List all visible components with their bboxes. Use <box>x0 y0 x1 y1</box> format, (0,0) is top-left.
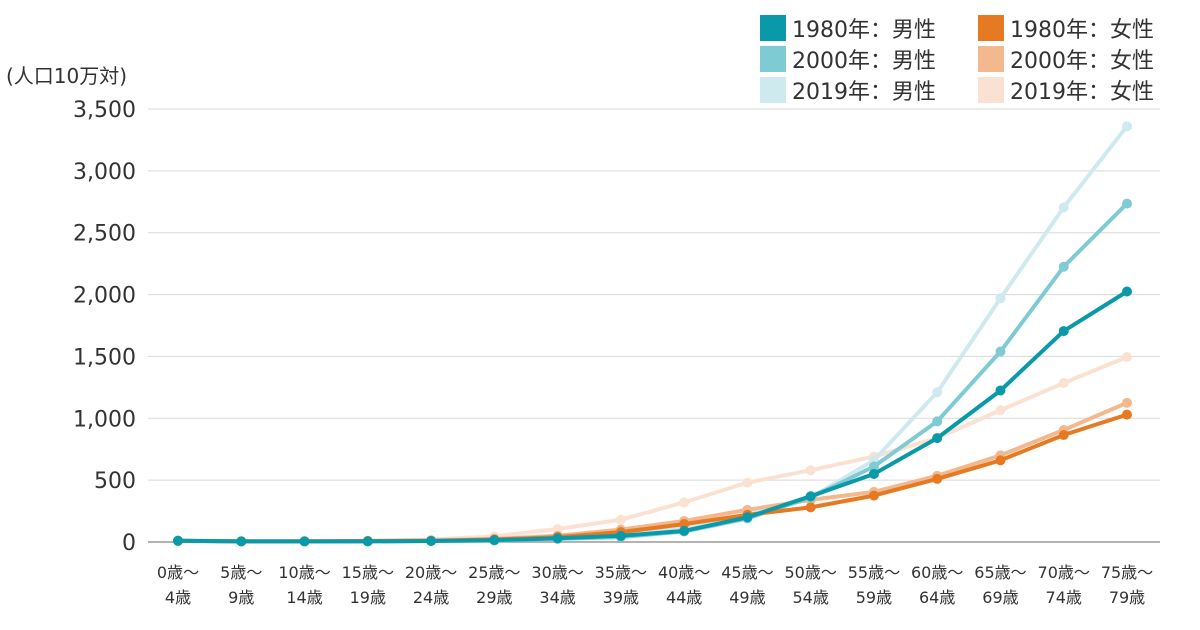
series-2 <box>173 121 1132 547</box>
legend-swatch <box>760 77 786 103</box>
legend-label: 2000年：女性 <box>1010 49 1154 74</box>
data-point <box>805 465 816 476</box>
y-axis-unit-label: (人口10万対) <box>6 64 128 88</box>
legend-label: 2019年：男性 <box>792 80 936 105</box>
x-tick-label: 70歳～ 74歳 <box>1038 563 1090 607</box>
data-point <box>995 293 1006 304</box>
data-point <box>552 533 563 544</box>
data-point <box>995 385 1006 396</box>
x-tick-label: 5歳～ 9歳 <box>220 563 262 607</box>
data-point <box>995 405 1006 416</box>
x-tick-label: 30歳～ 34歳 <box>531 563 583 607</box>
y-tick-label: 1,000 <box>73 407 136 432</box>
data-point <box>932 416 943 427</box>
series-line <box>176 124 1129 544</box>
x-tick-label: 65歳～ 69歳 <box>974 563 1026 607</box>
data-point <box>805 491 816 502</box>
x-tick-label: 25歳～ 29歳 <box>468 563 520 607</box>
data-point <box>1122 286 1132 297</box>
series-line <box>176 201 1129 544</box>
data-series <box>173 121 1132 547</box>
y-tick-label: 500 <box>94 469 136 494</box>
data-point <box>679 497 690 508</box>
data-point <box>1122 409 1132 420</box>
series-line <box>176 355 1129 544</box>
series-line <box>176 400 1129 544</box>
legend-item-1980-female: 1980年：女性 <box>978 12 1154 44</box>
legend-label: 2000年：男性 <box>792 49 936 74</box>
data-point <box>932 433 943 444</box>
gridlines <box>148 108 1160 543</box>
legend-label: 1980年：男性 <box>792 18 936 43</box>
legend-item-2000-female: 2000年：女性 <box>978 43 1154 75</box>
data-point <box>236 536 247 547</box>
data-point <box>299 536 310 547</box>
legend-item-2019-male: 2019年：男性 <box>760 74 936 106</box>
legend-swatch <box>978 46 1004 72</box>
data-point <box>868 461 879 472</box>
data-point <box>615 530 626 541</box>
data-point <box>1122 121 1132 132</box>
series-5 <box>173 352 1132 547</box>
x-tick-label: 40歳～ 44歳 <box>658 563 710 607</box>
data-point <box>426 536 437 547</box>
data-point <box>742 477 753 488</box>
x-tick-label: 60歳～ 64歳 <box>911 563 963 607</box>
x-tick-label: 50歳～ 54歳 <box>784 563 836 607</box>
legend-label: 1980年：女性 <box>1010 18 1154 43</box>
data-point <box>173 535 183 546</box>
legend-swatch <box>978 77 1004 103</box>
x-tick-label: 55歳～ 59歳 <box>848 563 900 607</box>
data-point <box>679 525 690 536</box>
x-tick-label: 0歳～ 4歳 <box>157 563 199 607</box>
data-point <box>995 346 1006 357</box>
data-point <box>742 512 753 523</box>
x-tick-label: 10歳～ 14歳 <box>278 563 330 607</box>
x-tick-label: 75歳～ 79歳 <box>1101 563 1153 607</box>
data-point <box>1058 378 1069 389</box>
legend-item-2000-male: 2000年：男性 <box>760 43 936 75</box>
x-tick-label: 20歳～ 24歳 <box>405 563 457 607</box>
data-point <box>362 536 373 547</box>
data-point <box>489 535 500 546</box>
y-tick-label: 1,500 <box>73 345 136 370</box>
chart-legend: 1980年：男性 2000年：男性 2019年：男性 1980年：女性 2000… <box>760 12 1180 106</box>
legend-item-2019-female: 2019年：女性 <box>978 74 1154 106</box>
y-tick-label: 2,500 <box>73 222 136 247</box>
data-point <box>1122 198 1132 209</box>
data-point <box>1058 429 1069 440</box>
legend-item-1980-male: 1980年：男性 <box>760 12 936 44</box>
data-point <box>932 473 943 484</box>
series-line <box>176 289 1129 544</box>
series-0 <box>173 286 1132 547</box>
data-point <box>1058 202 1069 213</box>
data-point <box>805 502 816 513</box>
series-1 <box>173 198 1132 547</box>
x-tick-label: 45歳～ 49歳 <box>721 563 773 607</box>
x-tick-label: 35歳～ 39歳 <box>595 563 647 607</box>
data-point <box>868 490 879 501</box>
series-line <box>176 412 1129 544</box>
data-point <box>1058 326 1069 337</box>
legend-swatch <box>978 15 1004 41</box>
data-point <box>615 514 626 525</box>
y-tick-label: 2,000 <box>73 284 136 309</box>
legend-swatch <box>760 15 786 41</box>
data-point <box>1058 261 1069 272</box>
data-point <box>932 387 943 398</box>
data-point <box>1122 397 1132 408</box>
data-point <box>1122 352 1132 363</box>
legend-swatch <box>760 46 786 72</box>
data-point <box>868 468 879 479</box>
x-tick-label: 15歳～ 19歳 <box>342 563 394 607</box>
y-axis-ticks: 0 500 1,000 1,500 2,000 2,500 3,000 3,500 <box>73 98 136 556</box>
y-tick-label: 0 <box>122 531 136 556</box>
y-tick-label: 3,500 <box>73 98 136 123</box>
series-4 <box>173 397 1132 547</box>
data-point <box>995 455 1006 466</box>
y-tick-label: 3,000 <box>73 160 136 185</box>
legend-label: 2019年：女性 <box>1010 80 1154 105</box>
